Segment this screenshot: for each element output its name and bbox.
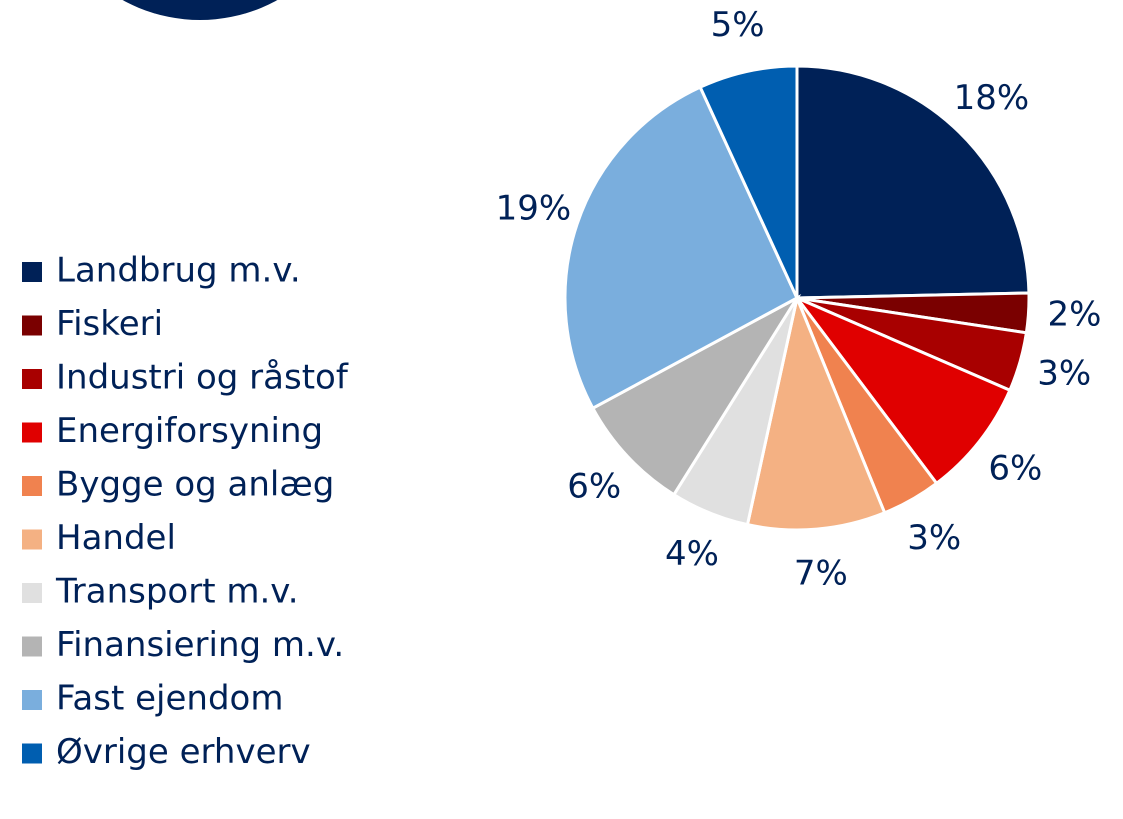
legend-swatch — [22, 422, 42, 443]
legend-label: Bygge og anlæg — [56, 465, 334, 505]
pie-slice — [590, 293, 802, 497]
pie-slice — [563, 85, 799, 411]
slice-label: 6% — [988, 448, 1042, 488]
slice-label: 3% — [1037, 353, 1091, 393]
legend-label: Finansiering m.v. — [56, 625, 344, 665]
legend-label: Fast ejendom — [56, 679, 283, 719]
legend-label: Transport m.v. — [55, 572, 299, 612]
legend-swatch — [22, 636, 42, 657]
legend-label: Industri og råstof — [56, 358, 349, 398]
slice-label: 3% — [907, 518, 961, 558]
slice-label: 7% — [794, 553, 848, 593]
legend-swatch — [22, 315, 42, 336]
legend-label: Fiskeri — [56, 304, 163, 344]
slice-label: 4% — [665, 534, 719, 574]
legend-swatch — [22, 262, 42, 282]
legend-label: Energiforsyning — [56, 411, 323, 451]
legend-swatch — [22, 743, 42, 764]
slice-label: 5% — [711, 5, 765, 45]
pie-slice — [795, 64, 1031, 300]
legend-swatch — [22, 690, 42, 710]
pie-slice — [745, 292, 887, 532]
slice-label: 6% — [567, 467, 621, 507]
legend-swatch — [22, 529, 42, 550]
legend-swatch — [22, 583, 42, 603]
slice-label: 2% — [1047, 294, 1101, 334]
legend-label: Øvrige erhverv — [56, 732, 311, 772]
legend-label: Landbrug m.v. — [56, 251, 301, 291]
legend-swatch — [22, 476, 42, 496]
decor-circle — [122, 0, 278, 20]
slice-label: 19% — [496, 188, 572, 228]
pie-slice — [698, 64, 799, 299]
legend-swatch — [22, 369, 42, 389]
legend-label: Handel — [56, 518, 176, 558]
slice-label: 18% — [954, 78, 1030, 118]
pie-slice — [792, 294, 1012, 486]
